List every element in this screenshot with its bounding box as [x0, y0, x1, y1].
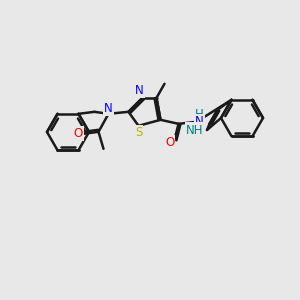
Text: O: O	[74, 127, 83, 140]
Text: H: H	[195, 108, 204, 121]
Text: S: S	[135, 126, 142, 139]
Text: N: N	[104, 102, 113, 115]
Text: N: N	[135, 84, 144, 97]
Text: O: O	[165, 136, 174, 149]
Text: NH: NH	[186, 124, 204, 136]
Text: N: N	[195, 115, 204, 128]
